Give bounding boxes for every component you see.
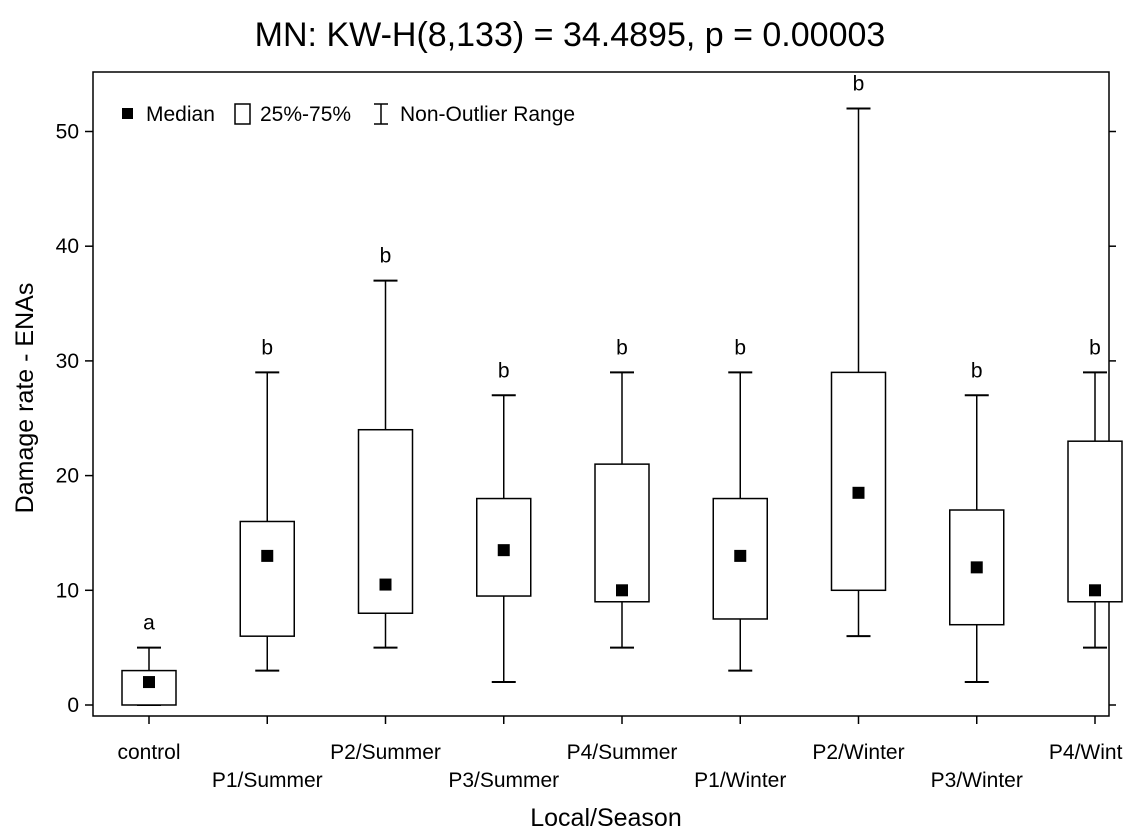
box-2: b <box>239 336 295 672</box>
box-9: b <box>1067 336 1123 649</box>
boxes: a b b b b b b b b <box>121 73 1123 706</box>
y-tick-label: 40 <box>56 235 79 258</box>
x-axis-label: Local/Season <box>530 804 682 832</box>
x-tick-label: P2/Winter <box>812 741 904 764</box>
x-tick-label: P1/Summer <box>212 769 323 792</box>
group-letter: b <box>261 336 273 359</box>
median-marker <box>852 486 865 499</box>
legend-median-label: Median <box>146 103 215 126</box>
legend: Median 25%-75% Non-Outlier Range <box>122 103 575 126</box>
x-axis: control P1/Summer P2/Summer P3/Summer P4/Sum… <box>117 716 1123 792</box>
group-letter: b <box>1089 336 1101 359</box>
median-marker <box>379 578 392 591</box>
x-tick-label: P4/Winter <box>1049 741 1123 764</box>
y-tick-label: 50 <box>56 121 79 144</box>
y-axis: 0 10 20 30 40 50 <box>56 121 1116 717</box>
box-8: b <box>949 359 1005 684</box>
median-marker <box>970 561 983 574</box>
y-tick-label: 30 <box>56 350 79 373</box>
box-7: b <box>830 73 887 638</box>
box-3: b <box>357 245 414 649</box>
group-letter: b <box>616 336 628 359</box>
median-marker <box>261 549 274 562</box>
legend-box-marker <box>234 103 251 125</box>
iqr-box <box>594 463 650 603</box>
box-6: b <box>712 336 768 672</box>
box-5: b <box>594 336 650 649</box>
legend-whisker-label: Non-Outlier Range <box>400 103 575 126</box>
x-tick-label: P2/Summer <box>330 741 441 764</box>
legend-whisker-marker <box>374 103 388 125</box>
median-marker <box>143 676 155 689</box>
chart-title: MN: KW-H(8,133) = 34.4895, p = 0.00003 <box>255 16 886 54</box>
legend-box-label: 25%-75% <box>260 103 351 126</box>
median-marker <box>616 584 628 597</box>
median-marker <box>1089 584 1101 597</box>
median-marker <box>734 549 747 562</box>
group-letter: a <box>143 612 155 635</box>
box-4: b <box>476 359 532 684</box>
y-axis-label: Damage rate - ENAs <box>11 283 39 514</box>
group-letter: b <box>498 359 510 382</box>
box-1: a <box>121 612 177 706</box>
y-tick-label: 0 <box>67 694 79 717</box>
group-letter: b <box>380 245 392 268</box>
median-marker <box>497 544 510 557</box>
group-letter: b <box>971 359 983 382</box>
x-tick-label: P3/Winter <box>931 769 1023 792</box>
x-tick-label: P1/Winter <box>694 769 786 792</box>
iqr-box <box>1067 440 1123 603</box>
group-letter: b <box>853 73 865 96</box>
y-tick-label: 20 <box>56 465 79 488</box>
x-tick-label: P4/Summer <box>567 741 678 764</box>
x-tick-label: control <box>117 741 180 764</box>
x-tick-label: P3/Summer <box>448 769 559 792</box>
iqr-box <box>239 520 295 637</box>
legend-median-marker <box>122 108 133 119</box>
iqr-box <box>830 371 887 592</box>
plot-frame <box>92 71 1110 717</box>
group-letter: b <box>734 336 746 359</box>
y-tick-label: 10 <box>56 579 79 602</box>
